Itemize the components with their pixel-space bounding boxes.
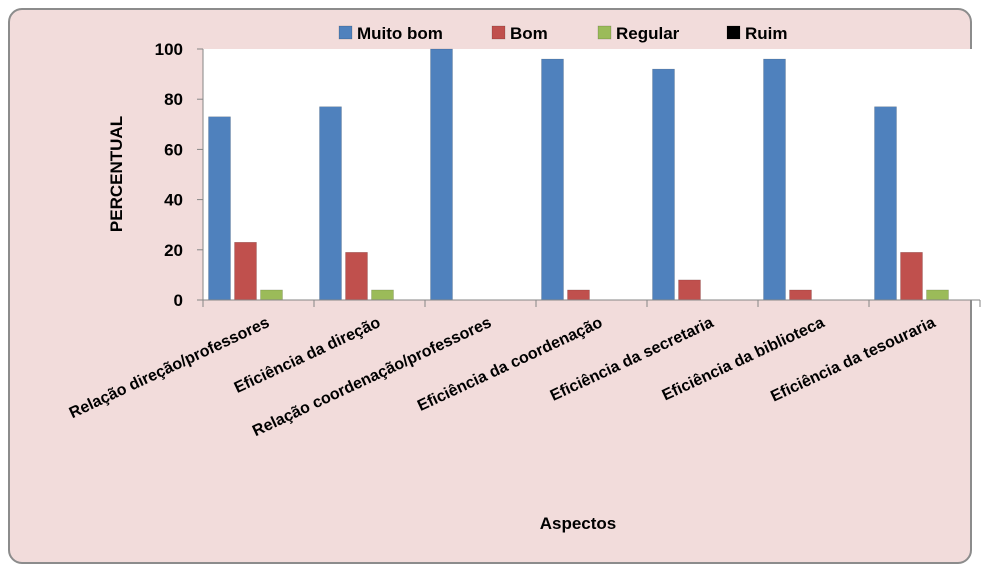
bar-muito-bom [319, 106, 342, 301]
y-tick-label: 80 [164, 90, 183, 109]
legend-label: Muito bom [357, 24, 443, 43]
bars [208, 48, 949, 301]
bar-muito-bom [208, 116, 231, 301]
legend-swatch [726, 25, 741, 40]
legend-swatch [597, 25, 612, 40]
y-tick-label: 40 [164, 191, 183, 210]
y-axis-ticks: 0 20 40 60 80 100 [155, 40, 203, 310]
bar-bom [345, 252, 368, 301]
bar-muito-bom [874, 106, 897, 301]
legend-label: Ruim [745, 24, 788, 43]
bar-regular [926, 289, 949, 301]
x-axis-title: Aspectos [540, 514, 617, 533]
y-tick-label: 100 [155, 40, 183, 59]
bar-bom [567, 289, 590, 301]
bar-muito-bom [763, 58, 786, 301]
x-tick-label: Relação direção/professores [67, 314, 273, 422]
bar-bom [234, 242, 257, 301]
legend-swatch [338, 25, 353, 40]
bar-muito-bom [430, 48, 453, 301]
legend-label: Bom [510, 24, 548, 43]
y-tick-label: 0 [174, 291, 183, 310]
x-axis-ticks: Relação direção/professores Eficiência da… [67, 300, 981, 440]
bar-bom [900, 252, 923, 301]
bar-muito-bom [652, 68, 675, 301]
bar-regular [371, 289, 394, 301]
y-tick-label: 20 [164, 241, 183, 260]
bar-bom [789, 289, 812, 301]
bar-bom [678, 279, 701, 301]
y-tick-label: 60 [164, 140, 183, 159]
bar-muito-bom [541, 58, 564, 301]
x-tick-label: Eficiência da coordenação [415, 314, 605, 415]
legend: Muito bom Bom Regular Ruim [338, 24, 788, 43]
bar-regular [260, 289, 283, 301]
legend-label: Regular [616, 24, 680, 43]
y-axis-title: PERCENTUAL [107, 116, 126, 232]
legend-swatch [491, 25, 506, 40]
